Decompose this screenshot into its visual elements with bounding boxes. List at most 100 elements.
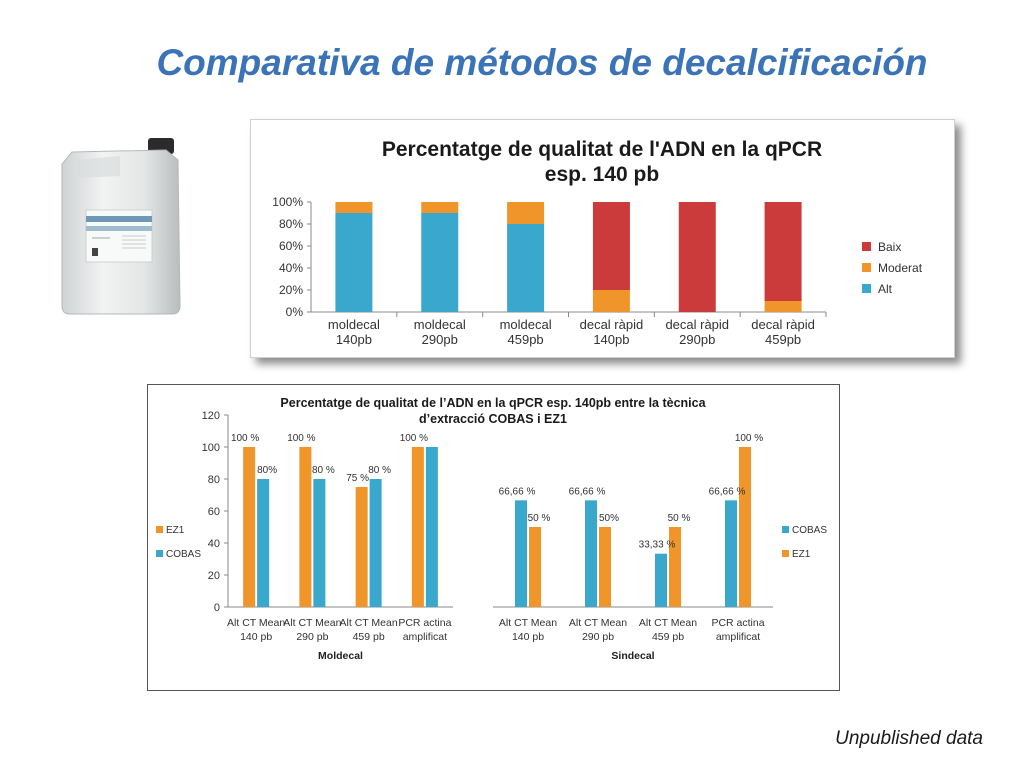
chart2-bar-ez1: [739, 447, 751, 607]
chart2-bar-ez1: [355, 487, 368, 607]
chart2-legend-swatch-ez1: [156, 526, 163, 533]
chart1-bar-alt: [507, 224, 545, 312]
chart1-y-tick-label: 0%: [286, 305, 304, 319]
chart2-category-label: Alt CT Mean: [283, 617, 341, 629]
chart2-data-label: 80 %: [312, 465, 335, 476]
footnote: Unpublished data: [835, 728, 983, 749]
chart1-quality-stacked: Percentatge de qualitat de l'ADN en la q…: [272, 138, 923, 347]
chart2-category-label: Alt CT Mean: [639, 617, 697, 629]
chart1-bar-baix: [678, 202, 716, 312]
chart2-bar-ez1: [299, 447, 312, 607]
chart2-cobas-ez1-comparison: Percentatge de qualitat de l’ADN en la q…: [156, 396, 827, 662]
chart2-bar-cobas: [515, 500, 527, 607]
chart1-legend-label-moderat: Moderat: [878, 261, 923, 275]
chart2-bar-cobas: [369, 479, 382, 607]
chart2-category-label-line2: 459 pb: [652, 631, 684, 643]
chart1-category-label-line2: 140pb: [336, 332, 372, 347]
chart2-y-tick-label: 80: [208, 474, 220, 486]
chart2-y-tick-label: 40: [208, 538, 220, 550]
chart2-bar-ez1: [529, 527, 541, 607]
chart2-bar-ez1: [411, 447, 424, 607]
chart1-category-label: decal ràpid: [751, 317, 815, 332]
slide-title: Comparativa de métodos de decalcificació…: [156, 42, 928, 83]
chart2-bar-ez1: [599, 527, 611, 607]
chart2-category-label-line2: 140 pb: [512, 631, 544, 643]
chart2-data-label: 75 %: [346, 473, 369, 484]
chart2-category-label-line2: amplificat: [403, 631, 447, 643]
chart2-bar-cobas: [585, 500, 597, 607]
chart2-data-label: 80 %: [368, 465, 391, 476]
chart2-y-tick-label: 60: [208, 506, 220, 518]
chart1-frame: Percentatge de qualitat de l'ADN en la q…: [250, 119, 955, 358]
chart1-legend-swatch-baix: [862, 242, 871, 251]
chart2-data-label: 100 %: [231, 433, 259, 444]
chart2-data-label: 33,33 %: [639, 540, 676, 551]
chart2-data-label: 100 %: [287, 433, 315, 444]
chart1-bar-moderat: [507, 202, 545, 224]
chart1-bar-moderat: [592, 290, 630, 312]
chart2-bar-ez1: [243, 447, 256, 607]
chart1-category-label-line2: 459pb: [765, 332, 801, 347]
chart1-category-label: moldecal: [500, 317, 552, 332]
chart2-data-label: 50 %: [668, 513, 691, 524]
container-image: [61, 138, 181, 315]
chart2-data-label: 66,66 %: [569, 486, 606, 497]
chart2-data-label: 100 %: [735, 433, 763, 444]
chart1-y-tick-label: 80%: [279, 217, 303, 231]
chart2-legend-swatch-ez1: [782, 550, 789, 557]
chart1-bar-alt: [335, 213, 373, 312]
chart1-bar-moderat: [764, 301, 802, 312]
chart2-category-label-line2: 459 pb: [353, 631, 385, 643]
chart2-data-label: 66,66 %: [709, 486, 746, 497]
chart1-y-tick-label: 100%: [272, 195, 303, 209]
chart1-category-label: decal ràpid: [580, 317, 644, 332]
chart2-bar-cobas: [725, 500, 737, 607]
chart2-frame: Percentatge de qualitat de l’ADN en la q…: [147, 384, 840, 691]
chart2-bar-cobas: [257, 479, 270, 607]
chart2-y-tick-label: 20: [208, 570, 220, 582]
chart2-data-label: 100 %: [400, 433, 428, 444]
chart2-legend-label-cobas: COBAS: [792, 525, 827, 536]
chart1-bar-moderat: [335, 202, 373, 213]
chart2-legend-label-ez1: EZ1: [792, 549, 811, 560]
chart2-bar-ez1: [669, 527, 681, 607]
chart2-legend-label-ez1: EZ1: [166, 525, 185, 536]
chart2-legend-swatch-cobas: [782, 526, 789, 533]
chart1-category-label-line2: 290pb: [422, 332, 458, 347]
chart1-bar-baix: [764, 202, 802, 301]
chart1-bar-moderat: [421, 202, 459, 213]
chart2-category-label-line2: amplificat: [716, 631, 760, 643]
chart2-y-tick-label: 100: [202, 442, 220, 454]
chart1-category-label-line2: 290pb: [679, 332, 715, 347]
chart1-category-label: moldecal: [328, 317, 380, 332]
chart2-category-label: Alt CT Mean: [569, 617, 627, 629]
chart1-y-tick-label: 40%: [279, 261, 303, 275]
chart2-data-label: 80%: [257, 465, 277, 476]
chart2-legend-swatch-cobas: [156, 550, 163, 557]
chart1-bar-baix: [592, 202, 630, 290]
chart1-legend-swatch-moderat: [862, 263, 871, 272]
chart2-category-label-line2: 290 pb: [582, 631, 614, 643]
chart2-category-label: Alt CT Mean: [499, 617, 557, 629]
chart2-data-label: 50 %: [528, 513, 551, 524]
chart1-category-label: decal ràpid: [665, 317, 729, 332]
chart1-legend-label-alt: Alt: [878, 282, 893, 296]
chart1-bar-alt: [421, 213, 459, 312]
chart1-y-tick-label: 20%: [279, 283, 303, 297]
chart1-y-tick-label: 60%: [279, 239, 303, 253]
chart2-title-line-1: Percentatge de qualitat de l’ADN en la q…: [280, 396, 706, 410]
chart1-category-label-line2: 140pb: [593, 332, 629, 347]
chart2-category-label: Alt CT Mean: [340, 617, 398, 629]
chart1-legend-swatch-alt: [862, 284, 871, 293]
chart2-category-label: PCR actina: [398, 617, 451, 629]
chart2-group-label-sindecal: Sindecal: [611, 650, 654, 662]
chart2-category-label: PCR actina: [711, 617, 764, 629]
chart2-data-label: 66,66 %: [499, 486, 536, 497]
chart2-group-label-moldecal: Moldecal: [318, 650, 363, 662]
chart2-data-label: 50%: [599, 513, 619, 524]
chart2-category-label-line2: 140 pb: [240, 631, 272, 643]
chart1-title-line-2: esp. 140 pb: [545, 163, 659, 186]
chart2-category-label-line2: 290 pb: [296, 631, 328, 643]
chart1-legend-label-baix: Baix: [878, 240, 901, 254]
chart1-title-line-1: Percentatge de qualitat de l'ADN en la q…: [382, 138, 822, 161]
